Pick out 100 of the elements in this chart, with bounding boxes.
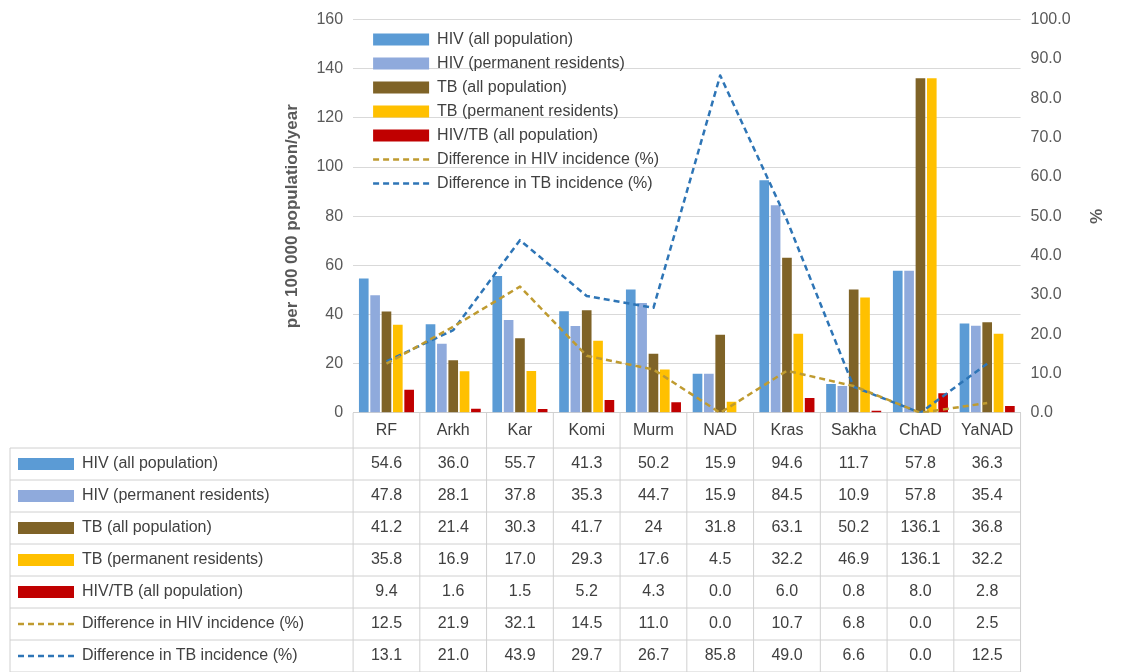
- data-label: 36.8: [971, 518, 1003, 536]
- legend-label: HIV/TB (all population): [82, 582, 243, 600]
- bar: [892, 270, 903, 413]
- bar: [837, 386, 848, 413]
- y-tick-label: 100: [316, 157, 344, 175]
- text: HIV/TB (all population): [437, 126, 599, 144]
- text: HIV (all population): [82, 454, 219, 472]
- x-tick-label: YaNAD: [961, 420, 1014, 438]
- y2-tick-label: 100.0: [1030, 10, 1071, 28]
- data-label: 54.6: [370, 454, 403, 472]
- data-label: 2.8: [976, 582, 999, 600]
- x-tick-label: Kras: [770, 420, 804, 438]
- data-label: 31.8: [704, 518, 736, 536]
- y2-tick-label: 70.0: [1030, 127, 1062, 145]
- data-label: 47.8: [370, 486, 403, 504]
- data-label: 5.2: [575, 582, 598, 600]
- data-label: 21.0: [437, 646, 469, 664]
- x-tick-label: Murm: [633, 420, 674, 438]
- bar: [471, 408, 481, 413]
- bar: [993, 333, 1004, 413]
- data-label: 37.8: [504, 486, 536, 504]
- bar: [915, 78, 926, 413]
- data-label: 4.3: [642, 582, 665, 600]
- data-label: 6.6: [842, 646, 865, 664]
- y-tick-label: 160: [316, 10, 344, 28]
- data-label: 28.1: [437, 486, 469, 504]
- bar: [459, 371, 470, 413]
- data-label: 8.0: [909, 582, 932, 600]
- data-label: 26.7: [637, 646, 670, 664]
- line-series: [385, 74, 989, 413]
- bar: [437, 343, 447, 413]
- y-tick-label: 40: [325, 304, 344, 322]
- bar: [793, 333, 804, 413]
- data-label: 57.8: [904, 454, 937, 472]
- bar: [604, 400, 615, 413]
- bar: [971, 325, 981, 413]
- y-tick-label: 20: [325, 354, 344, 372]
- data-label: 44.7: [637, 486, 670, 504]
- bar: [581, 310, 592, 413]
- bar: [770, 205, 781, 413]
- data-label: 0.8: [842, 582, 865, 600]
- y2-tick-label: 50.0: [1030, 206, 1062, 224]
- bar: [904, 270, 914, 413]
- data-label: 43.9: [504, 646, 536, 664]
- data-label: 15.9: [704, 486, 736, 504]
- bar: [381, 311, 392, 413]
- data-label: 136.1: [900, 518, 941, 536]
- bar: [671, 402, 681, 413]
- data-label: 35.3: [571, 486, 603, 504]
- x-tick-label: Kar: [507, 420, 534, 438]
- data-label: 2.5: [976, 614, 999, 632]
- data-label: 0.0: [709, 614, 732, 632]
- bar: [826, 384, 836, 413]
- y2-tick-label: 20.0: [1030, 324, 1062, 342]
- bar: [860, 297, 870, 413]
- data-label: 0.0: [909, 614, 932, 632]
- x-tick-label: Komi: [568, 420, 605, 438]
- data-label: 0.0: [709, 582, 732, 600]
- data-label: 10.7: [771, 614, 803, 632]
- legend-label: Difference in HIV incidence (%): [437, 150, 660, 168]
- bar: [593, 340, 603, 413]
- data-label: 84.5: [771, 486, 803, 504]
- text: HIV (permanent residents): [437, 54, 625, 72]
- data-label: 85.8: [704, 646, 736, 664]
- bar: [625, 289, 636, 413]
- data-label: 41.2: [370, 518, 403, 536]
- text: Difference in TB incidence (%): [82, 646, 298, 664]
- data-label: 11.7: [838, 454, 869, 472]
- data-label: 6.8: [842, 614, 865, 632]
- line-series: [385, 285, 989, 413]
- data-label: 50.2: [637, 454, 670, 472]
- x-tick-label: NAD: [703, 420, 738, 438]
- data-label: 32.1: [504, 614, 536, 632]
- legend-label: TB (permanent residents): [437, 102, 619, 120]
- data-label: 6.0: [775, 582, 799, 600]
- data-label: 14.5: [571, 614, 603, 632]
- y-tick-label: 140: [316, 59, 344, 77]
- data-label: 55.7: [504, 454, 536, 472]
- y2-tick-label: 40.0: [1030, 245, 1062, 263]
- bar: [1005, 405, 1015, 413]
- y2-axis-title: %: [1086, 208, 1106, 224]
- data-label: 17.6: [637, 550, 670, 568]
- bar: [515, 338, 525, 413]
- data-label: 41.7: [571, 518, 603, 536]
- x-tick-label: RF: [375, 420, 398, 438]
- data-label: 21.4: [437, 518, 469, 536]
- data-label: 63.1: [771, 518, 803, 536]
- bar: [648, 353, 659, 413]
- data-label: 1.5: [508, 582, 532, 600]
- x-tick-label: Arkh: [436, 420, 470, 438]
- bar: [637, 302, 647, 413]
- bar: [526, 371, 537, 413]
- bar: [570, 326, 581, 413]
- bar: [358, 278, 369, 413]
- bar: [503, 319, 514, 413]
- bar: [425, 324, 436, 413]
- bar: [392, 324, 403, 413]
- x-tick-label: Sakha: [831, 420, 877, 438]
- data-label: 12.5: [370, 614, 403, 632]
- bar: [492, 275, 503, 413]
